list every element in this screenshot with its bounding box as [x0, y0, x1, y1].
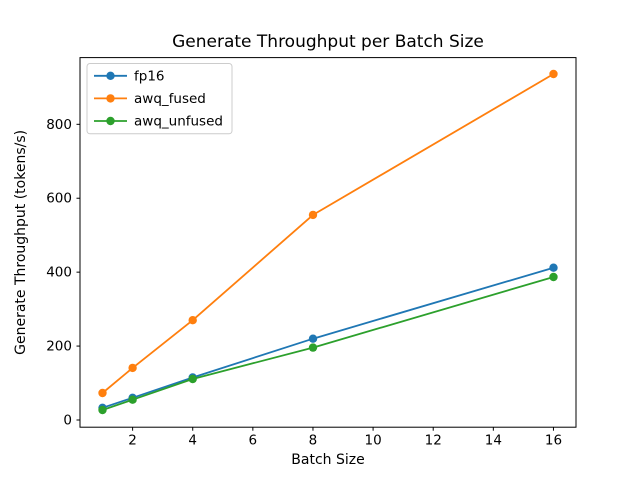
x-tick-label: 14	[485, 433, 502, 449]
y-tick-label: 200	[46, 339, 72, 355]
data-point-fp16	[308, 334, 318, 343]
legend-label-awq_unfused: awq_unfused	[134, 114, 223, 130]
legend-box	[86, 63, 233, 135]
y-tick-label: 600	[46, 191, 72, 207]
x-tick-label: 12	[425, 433, 442, 449]
data-point-awq_fused	[308, 210, 318, 220]
data-point-awq_fused	[98, 388, 107, 398]
data-point-awq_fused	[549, 69, 558, 79]
series-line-awq_unfused	[102, 276, 554, 411]
data-point-awq_unfused	[128, 395, 137, 404]
y-axis-label: Generate Throughput (tokens/s)	[13, 130, 29, 355]
legend: fp16 awq_fused awq_unfused	[86, 63, 233, 135]
x-tick-label: 4	[188, 433, 197, 449]
legend-label-fp16: fp16	[134, 68, 165, 84]
plot-area: 2 4 6 8 10 12 14 16 0 200 400 600 800	[46, 57, 577, 449]
x-axis-label: Batch Size	[291, 452, 364, 468]
data-point-awq_unfused	[549, 272, 558, 282]
x-tick-label: 6	[249, 433, 258, 449]
axes-frame	[79, 57, 577, 428]
y-tick-label: 0	[63, 412, 72, 428]
y-tick-label: 800	[46, 117, 72, 133]
legend-marker-awq_fused	[106, 94, 115, 103]
y-tick-label: 400	[46, 265, 72, 281]
data-point-awq_fused	[188, 316, 197, 325]
x-tick-label: 16	[545, 433, 562, 449]
x-tick-label: 8	[309, 433, 318, 449]
data-point-awq_unfused	[98, 405, 107, 415]
x-tick-label: 10	[364, 433, 381, 449]
legend-marker-fp16	[106, 71, 115, 81]
data-point-awq_unfused	[308, 343, 318, 352]
chart-title: Generate Throughput per Batch Size	[172, 32, 484, 52]
legend-marker-awq_unfused	[106, 116, 115, 126]
data-point-awq_unfused	[188, 374, 197, 384]
legend-label-awq_fused: awq_fused	[134, 91, 206, 107]
x-tick-label: 2	[128, 433, 137, 449]
data-point-awq_fused	[128, 363, 137, 373]
data-point-fp16	[549, 263, 558, 272]
